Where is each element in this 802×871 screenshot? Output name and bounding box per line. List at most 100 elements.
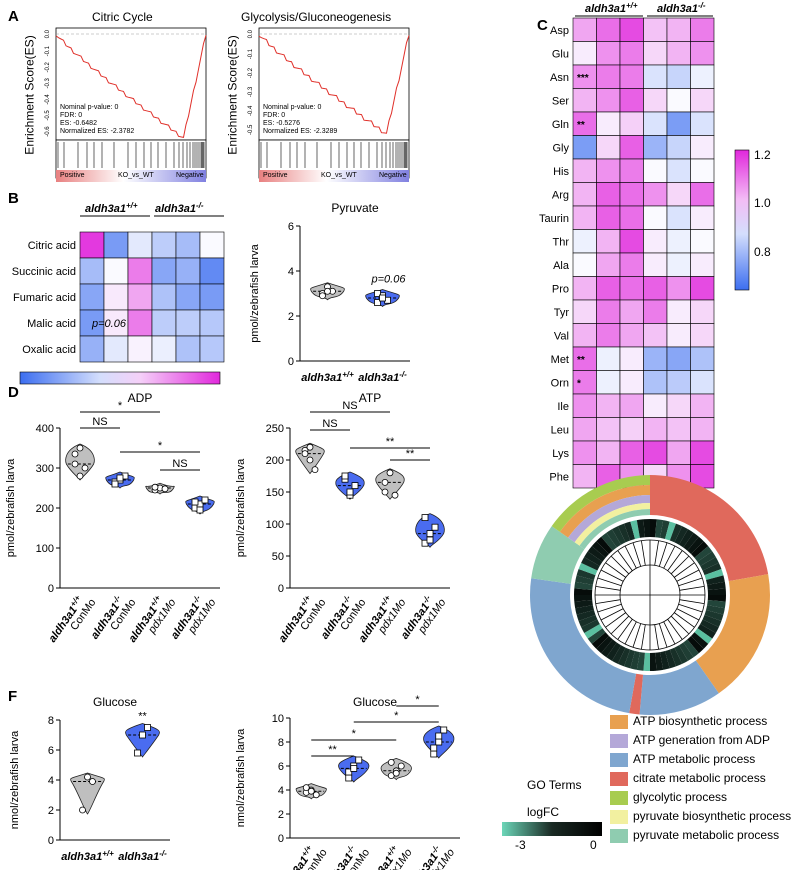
heatmap-cell (572, 182, 597, 207)
logfc-segment (591, 541, 609, 558)
genotype-label: aldh3a1+/+ (585, 1, 638, 16)
row-label: Lys (552, 448, 569, 460)
row-label: Oxalic acid (22, 344, 76, 356)
heatmap-cell (572, 158, 597, 183)
sig-label: NS (92, 416, 107, 428)
y-tick-label: -0.4 (248, 105, 254, 116)
dendro-branch (674, 612, 695, 628)
dendro-branch (610, 555, 630, 575)
gsea-bar-right: Negative (176, 172, 204, 179)
gsea-plot-citric: Citric Cycle Enrichment Score(ES) 0.0 -0.… (10, 8, 220, 186)
row-label: Orn (551, 377, 569, 389)
heatmap-cell (690, 182, 715, 207)
logfc-segment (679, 642, 694, 661)
heatmap-cell (596, 64, 621, 89)
heatmap-cell (643, 205, 668, 230)
heatmap-cell (199, 257, 225, 285)
heatmap-cell (596, 41, 621, 66)
ring-glycolytic (551, 475, 650, 532)
logfc-segment (574, 581, 593, 590)
heatmap-cell (690, 111, 715, 136)
es-curve (55, 35, 207, 138)
dendro-branch (617, 550, 633, 571)
logfc-segment (574, 600, 593, 609)
sig-label: * (394, 710, 399, 722)
heatmap-cell (690, 370, 715, 395)
violin (125, 723, 160, 758)
dendro-branch (597, 577, 622, 587)
dendro-branch (678, 577, 703, 587)
legend-swatch-5 (610, 791, 628, 805)
data-point (116, 474, 124, 482)
logfc-segment (687, 536, 704, 554)
heatmap-cell (619, 323, 644, 348)
gsea-stat-1: Nominal p-value: 0 (60, 104, 119, 111)
legend-swatch-7 (610, 829, 628, 843)
data-point (379, 294, 386, 302)
heatmap-cell (572, 17, 597, 42)
heatmap-cell (596, 88, 621, 113)
data-point (324, 287, 331, 295)
logfc-segment (630, 651, 640, 670)
y-tick-label: 0 (278, 833, 284, 845)
sig-label: NS (322, 418, 337, 430)
heatmap-cell (572, 229, 597, 254)
y-axis-label: nmol/zebrafish larva (235, 728, 247, 827)
y-tick-label: 4 (288, 266, 294, 278)
gsea-stat-4: Normalized ES: -2.3289 (263, 128, 338, 135)
heatmap-cell (643, 88, 668, 113)
y-tick-label: 0 (278, 583, 284, 595)
gsea-stat-2: FDR: 0 (263, 112, 286, 119)
heatmap-cell (619, 346, 644, 371)
data-point (312, 791, 320, 799)
sig-label: ** (138, 711, 147, 723)
heatmap-cell (690, 88, 715, 113)
heatmap-cell (666, 393, 691, 418)
sig-stars: ** (577, 120, 585, 131)
row-label: Val (554, 330, 569, 342)
heatmap-cell (619, 111, 644, 136)
y-tick-label: 6 (278, 761, 284, 773)
logfc-segment (683, 532, 699, 551)
heatmap-cell (199, 231, 225, 259)
heatmap-cell (643, 64, 668, 89)
data-point (351, 482, 359, 489)
heatmap-b: aldh3a1+/+ aldh3a1-/- Citric acid Succinic … (12, 201, 225, 385)
heatmap-cell (596, 17, 621, 42)
logfc-segment (617, 523, 631, 543)
data-point (440, 726, 448, 734)
y-tick-label: 6 (48, 745, 54, 757)
data-point (89, 778, 96, 785)
dendro-branch (632, 542, 642, 567)
dendro-branch (670, 555, 690, 575)
dendro-branch (667, 550, 683, 571)
heatmap-cell (103, 231, 129, 259)
dendro-branch (663, 621, 676, 645)
logfc-segment (643, 652, 650, 671)
logfc-tick-min: -3 (515, 838, 526, 852)
logfc-segment (581, 557, 600, 571)
data-point (134, 749, 141, 757)
heatmap-cell (79, 231, 105, 259)
heatmap-cell (643, 276, 668, 301)
heatmap-cell (643, 41, 668, 66)
y-tick-label: 300 (36, 463, 54, 475)
y-axis-label: pmol/zebrafish larva (249, 243, 261, 342)
row-label: Gly (553, 142, 570, 154)
data-point (196, 506, 204, 514)
heatmap-cell (643, 229, 668, 254)
y-tick-label: 0 (48, 835, 54, 847)
y-tick-label: -0.2 (45, 61, 51, 72)
logfc-segment (669, 523, 683, 543)
sig-stars: *** (577, 73, 589, 84)
gsea-svg: 0.0 -0.1 -0.2 -0.3 -0.4 -0.5 (248, 27, 410, 182)
logfc-segment (584, 624, 603, 639)
legend-label-1: ATP biosynthetic process (633, 714, 768, 728)
logfc-segment (665, 649, 676, 669)
data-point (307, 787, 315, 795)
violin-pyruvate: Pyruvate 0 2 4 6 pmol/zebrafish larva aldh3a1+… (249, 201, 410, 383)
heatmap-cell (619, 276, 644, 301)
data-point (345, 774, 353, 782)
logfc-segment (655, 519, 664, 538)
dendro-branch (624, 621, 637, 645)
